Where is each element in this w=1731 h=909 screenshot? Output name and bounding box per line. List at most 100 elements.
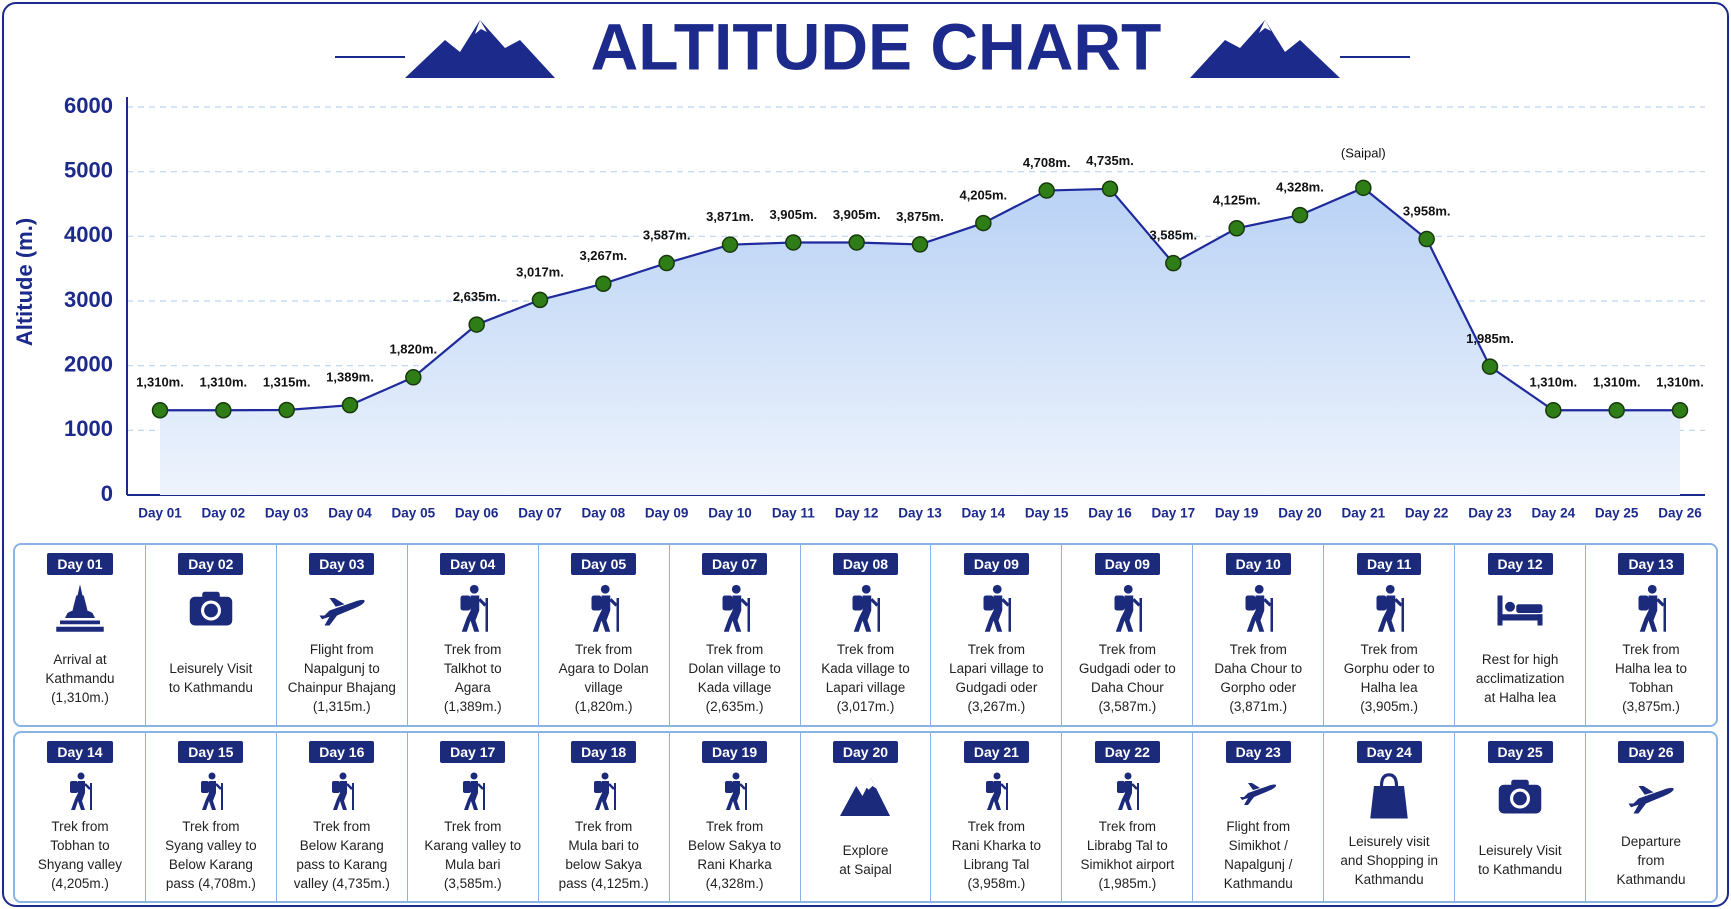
itinerary-row: Day 01 Arrival at Kathmandu (1,310m.) Day 02… xyxy=(13,543,1718,727)
value-label: 3,587m. xyxy=(643,227,691,242)
x-tick-label: Day 05 xyxy=(392,506,436,521)
x-tick-label: Day 13 xyxy=(898,506,942,521)
card-text: Trek from Mula bari to below Sakya pass (4,… xyxy=(559,817,649,901)
card-line: (2,635m.) xyxy=(705,699,764,714)
icon-camera xyxy=(1498,779,1542,814)
day-badge: Day 26 xyxy=(1618,741,1684,763)
title-decoration xyxy=(335,20,1410,78)
chart-title: ALTITUDE CHART xyxy=(591,9,1162,83)
card-line: to Kathmandu xyxy=(1478,862,1563,877)
card-line: Below Karang xyxy=(299,838,384,853)
value-label: 3,017m. xyxy=(516,264,564,279)
value-label: 4,205m. xyxy=(959,188,1007,203)
x-tick-label: Day 03 xyxy=(265,506,309,521)
card-line: Talkhot to xyxy=(443,661,502,676)
value-label: 3,905m. xyxy=(769,207,817,222)
point xyxy=(468,316,485,333)
card-line: Mula bari to xyxy=(568,838,639,853)
card-text: Departure from Kathmandu xyxy=(1616,827,1685,901)
card-line: Trek from xyxy=(967,819,1026,834)
day-card: Day 03 Flight from Napalgunj to Chainpur Bh… xyxy=(277,545,408,725)
card-text: Trek from Halha lea to Tobhan (3,875m.) xyxy=(1615,639,1687,725)
x-tick-label: Day 14 xyxy=(962,506,1006,521)
value-label: 1,310m. xyxy=(199,375,247,390)
x-tick-label: Day 19 xyxy=(1215,506,1259,521)
card-text: Rest for high acclimatization at Halha lea xyxy=(1476,639,1565,725)
value-label: 4,328m. xyxy=(1276,180,1324,195)
day-card: Day 20 Explore at Saipal xyxy=(801,733,932,901)
x-tick-label: Day 09 xyxy=(645,506,689,521)
x-tick-label: Day 20 xyxy=(1278,506,1322,521)
y-tick-label: 3000 xyxy=(64,287,113,312)
icon-trek xyxy=(589,583,619,633)
day-card: Day 19 Trek from Below Sakya to Rani Kharka… xyxy=(670,733,801,901)
card-line: Trek from xyxy=(836,642,895,657)
day-card: Day 12 Rest for high acclimatization at Hal… xyxy=(1455,545,1587,725)
card-line: Kathmandu xyxy=(45,670,115,686)
icon-trek xyxy=(1375,583,1405,633)
icon-trek xyxy=(1116,771,1140,811)
card-line: Lapari village xyxy=(825,680,906,695)
card-line: Below Karang xyxy=(168,857,253,872)
icon-trek xyxy=(1636,583,1667,633)
icon-mountain xyxy=(840,778,891,816)
card-line: Kathmandu xyxy=(1616,871,1686,887)
card-line: Below Sakya to xyxy=(688,838,782,853)
card-line: Tobhan xyxy=(1628,680,1674,695)
card-line: Rani Kharka to xyxy=(951,838,1042,853)
day-card: Day 11 Trek from Gorphu oder to Halha lea (3… xyxy=(1324,545,1456,725)
day-card: Day 14 Trek from Tobhan to Shyang valley (4,… xyxy=(15,733,146,901)
icon-trek xyxy=(851,583,881,633)
card-line: Dolan village to xyxy=(688,661,781,676)
card-text: Trek from Rani Kharka to Librang Tal (3,958… xyxy=(952,817,1041,901)
card-line: Librang Tal xyxy=(963,857,1030,872)
card-line: Trek from xyxy=(967,642,1026,657)
card-line: Napalgunj / xyxy=(1224,857,1293,872)
day-card: Day 07 Trek from Dolan village to Kada vill… xyxy=(670,545,801,725)
day-card: Day 21 Trek from Rani Kharka to Librang Tal… xyxy=(931,733,1063,901)
day-card: Day 18 Trek from Mula bari to below Sakya pa… xyxy=(539,733,670,901)
card-line: Gorpho oder xyxy=(1220,680,1297,695)
card-line: Gudgadi oder to xyxy=(1078,661,1176,676)
card-line: Trek from xyxy=(1098,642,1156,657)
card-text: Trek from Gudgadi oder to Daha Chour (3,587… xyxy=(1079,639,1176,725)
day-badge: Day 25 xyxy=(1487,741,1553,763)
card-line: Simikhot / xyxy=(1228,838,1288,853)
icon-stupa xyxy=(56,584,104,632)
x-tick-label: Day 11 xyxy=(772,506,815,521)
value-label: 3,958m. xyxy=(1403,203,1451,218)
card-line: Simikhot airport xyxy=(1080,857,1175,872)
card-line: pass (4,125m.) xyxy=(558,876,649,891)
card-text: Trek from Karang valley to Mula bari (3,585… xyxy=(424,817,521,901)
value-label: 3,875m. xyxy=(896,209,944,224)
day-badge: Day 14 xyxy=(47,741,113,763)
day-badge: Day 01 xyxy=(47,553,113,575)
day-card: Day 02 Leisurely Visit to Kathmandu xyxy=(146,545,277,725)
card-line: valley (4,735m.) xyxy=(293,876,390,891)
day-badge: Day 17 xyxy=(440,741,506,763)
card-text: Explore at Saipal xyxy=(839,827,892,901)
y-tick-label: 1000 xyxy=(64,416,113,441)
y-tick-label: 6000 xyxy=(64,93,113,118)
card-line: acclimatization xyxy=(1475,670,1565,686)
card-text: Flight from Simikhot / Napalgunj / Kathmand… xyxy=(1224,817,1293,901)
point xyxy=(658,254,675,272)
card-line: Tobhan to xyxy=(50,838,110,853)
x-tick-label: Day 23 xyxy=(1468,506,1512,521)
card-line: Flight from xyxy=(309,642,374,657)
value-label: 1,310m. xyxy=(1529,375,1577,390)
icon-bag xyxy=(1368,773,1410,821)
card-text: Trek from Daha Chour to Gorpho oder (3,871m… xyxy=(1214,639,1302,725)
x-tick-label: Day 25 xyxy=(1595,506,1639,521)
point xyxy=(1545,402,1562,419)
day-badge: Day 09 xyxy=(963,553,1029,575)
day-badge: Day 10 xyxy=(1225,553,1291,575)
card-line: (1,315m.) xyxy=(312,699,371,714)
card-line: Trek from xyxy=(182,819,240,834)
card-line: Daha Chour xyxy=(1090,680,1164,695)
value-label: 1,310m. xyxy=(1656,375,1704,390)
point xyxy=(215,402,232,419)
icon-trek xyxy=(1244,583,1274,633)
value-label: 1,820m. xyxy=(389,342,437,357)
card-line: (1,389m.) xyxy=(443,699,502,714)
